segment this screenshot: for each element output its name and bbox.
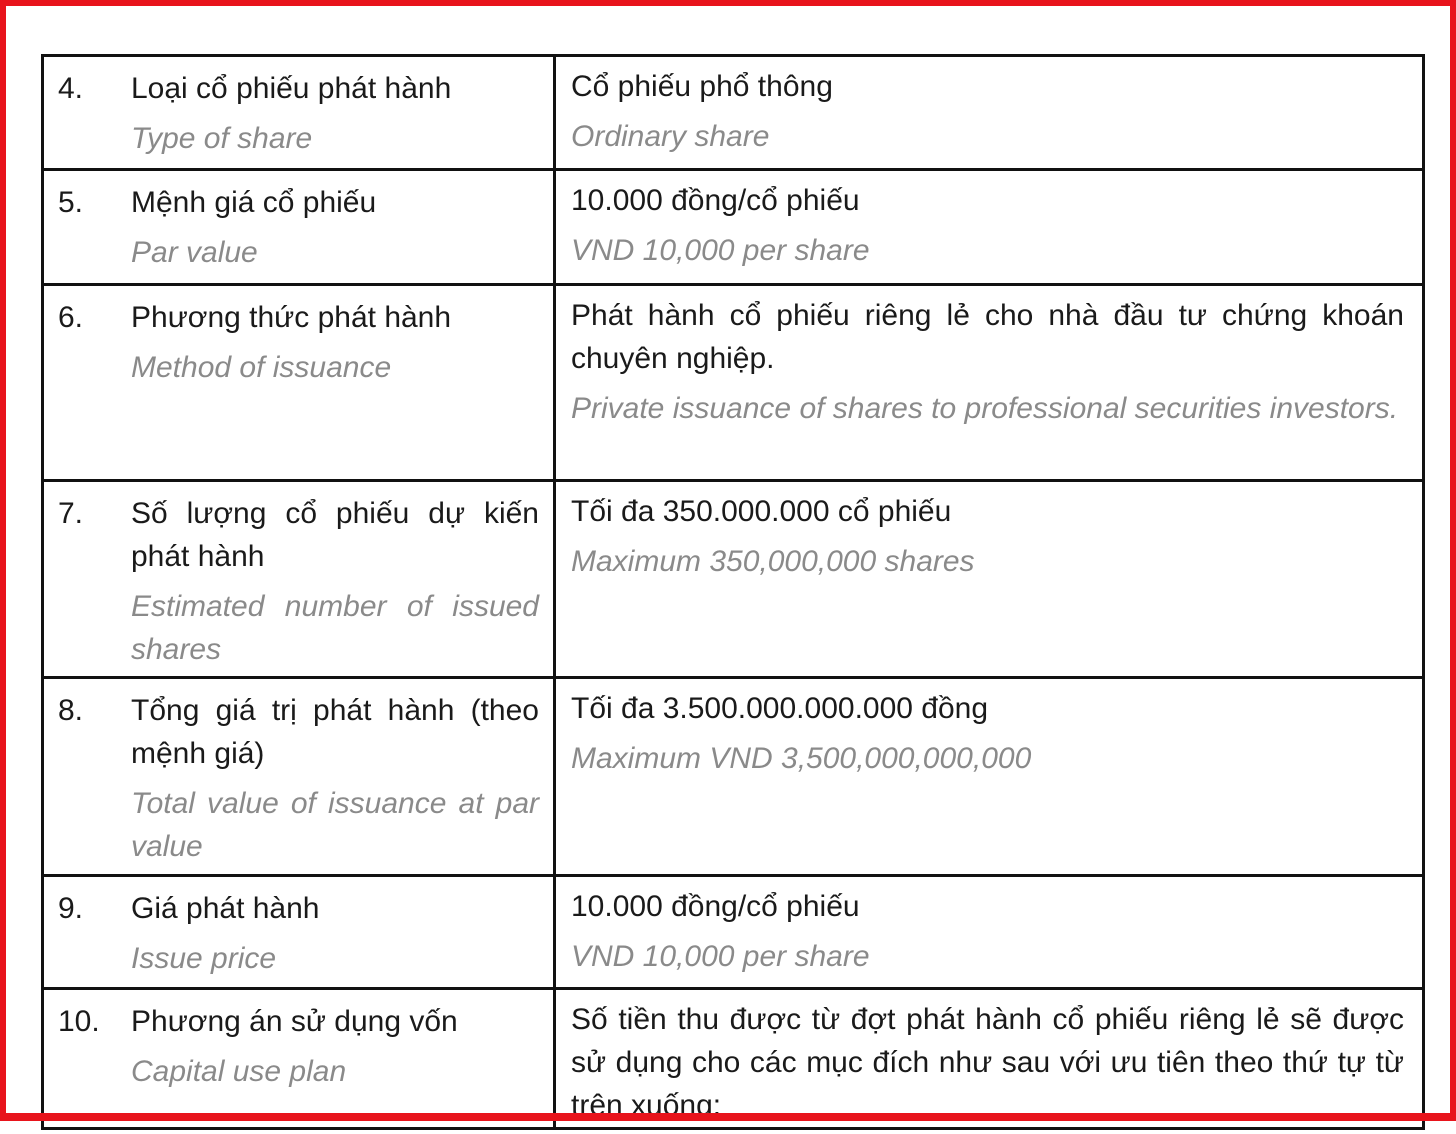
value-vietnamese: Tối đa 350.000.000 cổ phiếu <box>571 495 952 528</box>
label-english: Total value of issuance at par value <box>131 787 539 863</box>
label-cell: 10. Phương án sử dụng vốn Capital use pl… <box>44 990 556 1127</box>
label-english: Par value <box>131 236 258 269</box>
value: 10.000 đồng/cổ phiếu VND 10,000 per shar… <box>571 885 1404 978</box>
label-english: Capital use plan <box>131 1055 347 1088</box>
label-vietnamese: Tổng giá trị phát hành (theo mệnh giá) <box>131 694 539 770</box>
value: Tối đa 3.500.000.000.000 đồng Maximum VN… <box>571 687 1404 780</box>
label-vietnamese: Số lượng cổ phiếu dự kiến phát hành <box>131 497 539 573</box>
value: Phát hành cổ phiếu riêng lẻ cho nhà đầu … <box>571 294 1404 430</box>
row-number: 9. <box>58 892 84 925</box>
value-cell: Tối đa 3.500.000.000.000 đồng Maximum VN… <box>556 679 1422 874</box>
row-number: 7. <box>58 497 84 530</box>
table-row: 7. Số lượng cổ phiếu dự kiến phát hành E… <box>41 482 1425 679</box>
value-english: Ordinary share <box>571 120 770 153</box>
label: Giá phát hành Issue price <box>131 887 539 980</box>
label-vietnamese: Loại cổ phiếu phát hành <box>131 72 452 105</box>
row-number: 8. <box>58 694 84 727</box>
value-english: Maximum 350,000,000 shares <box>571 545 975 578</box>
row-number: 5. <box>58 186 84 219</box>
label-cell: 4. Loại cổ phiếu phát hành Type of share <box>44 57 556 168</box>
label-vietnamese: Giá phát hành <box>131 892 320 925</box>
row-number: 4. <box>58 72 84 105</box>
table-row: 9. Giá phát hành Issue price 10.000 đồng… <box>41 877 1425 990</box>
label-vietnamese: Phương án sử dụng vốn <box>131 1005 458 1038</box>
value: Số tiền thu được từ đợt phát hành cổ phi… <box>571 998 1404 1134</box>
table-row: 8. Tổng giá trị phát hành (theo mệnh giá… <box>41 679 1425 877</box>
label-vietnamese: Phương thức phát hành <box>131 301 452 334</box>
value-vietnamese: 10.000 đồng/cổ phiếu <box>571 890 860 923</box>
table-row: 10. Phương án sử dụng vốn Capital use pl… <box>41 990 1425 1130</box>
issuance-table: 4. Loại cổ phiếu phát hành Type of share… <box>41 54 1425 1130</box>
value-english: Maximum VND 3,500,000,000,000 <box>571 742 1032 775</box>
value-cell: Tối đa 350.000.000 cổ phiếu Maximum 350,… <box>556 482 1422 676</box>
label-cell: 6. Phương thức phát hành Method of issua… <box>44 286 556 479</box>
value-vietnamese: Phát hành cổ phiếu riêng lẻ cho nhà đầu … <box>571 299 1404 375</box>
value-vietnamese: Số tiền thu được từ đợt phát hành cổ phi… <box>571 1003 1404 1122</box>
label: Phương án sử dụng vốn Capital use plan <box>131 1000 539 1093</box>
value: Cổ phiếu phổ thông Ordinary share <box>571 65 1404 158</box>
value-english: Private issuance of shares to profession… <box>571 392 1399 425</box>
label: Tổng giá trị phát hành (theo mệnh giá) T… <box>131 689 539 868</box>
value-vietnamese: Tối đa 3.500.000.000.000 đồng <box>571 692 989 725</box>
value-vietnamese: 10.000 đồng/cổ phiếu <box>571 184 860 217</box>
value-english: VND 10,000 per share <box>571 234 870 267</box>
label-english: Type of share <box>131 122 313 155</box>
label-english: Method of issuance <box>131 351 392 384</box>
table-row: 5. Mệnh giá cổ phiếu Par value 10.000 đồ… <box>41 171 1425 286</box>
value-cell: Phát hành cổ phiếu riêng lẻ cho nhà đầu … <box>556 286 1422 479</box>
label: Mệnh giá cổ phiếu Par value <box>131 181 539 274</box>
value-vietnamese: Cổ phiếu phổ thông <box>571 70 833 103</box>
value-english: VND 10,000 per share <box>571 940 870 973</box>
label-english: Issue price <box>131 942 277 975</box>
value-cell: 10.000 đồng/cổ phiếu VND 10,000 per shar… <box>556 171 1422 283</box>
row-number: 6. <box>58 301 84 334</box>
table-row: 6. Phương thức phát hành Method of issua… <box>41 286 1425 482</box>
label-cell: 5. Mệnh giá cổ phiếu Par value <box>44 171 556 283</box>
label-vietnamese: Mệnh giá cổ phiếu <box>131 186 377 219</box>
value: Tối đa 350.000.000 cổ phiếu Maximum 350,… <box>571 490 1404 583</box>
value-cell: Cổ phiếu phổ thông Ordinary share <box>556 57 1422 168</box>
label-english: Estimated number of issued shares <box>131 590 539 666</box>
value-cell: 10.000 đồng/cổ phiếu VND 10,000 per shar… <box>556 877 1422 987</box>
label: Phương thức phát hành Method of issuance <box>131 296 539 389</box>
label: Loại cổ phiếu phát hành Type of share <box>131 67 539 160</box>
value-cell: Số tiền thu được từ đợt phát hành cổ phi… <box>556 990 1422 1127</box>
value: 10.000 đồng/cổ phiếu VND 10,000 per shar… <box>571 179 1404 272</box>
label-cell: 9. Giá phát hành Issue price <box>44 877 556 987</box>
label-cell: 8. Tổng giá trị phát hành (theo mệnh giá… <box>44 679 556 874</box>
label: Số lượng cổ phiếu dự kiến phát hành Esti… <box>131 492 539 671</box>
table-row: 4. Loại cổ phiếu phát hành Type of share… <box>41 57 1425 171</box>
label-cell: 7. Số lượng cổ phiếu dự kiến phát hành E… <box>44 482 556 676</box>
row-number: 10. <box>58 1005 100 1038</box>
